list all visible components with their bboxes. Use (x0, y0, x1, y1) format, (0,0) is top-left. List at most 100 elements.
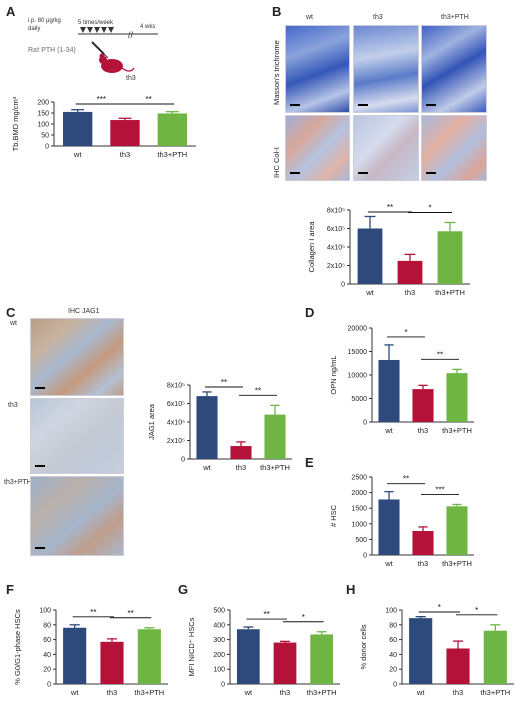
y-tick-label: 0 (363, 553, 367, 560)
y-tick-label: 80 (389, 622, 397, 629)
bar (412, 389, 434, 422)
y-tick-label: 10000 (348, 373, 368, 380)
bar (63, 627, 87, 684)
y-tick-label: 100 (385, 608, 397, 615)
significance-label: ** (387, 203, 393, 212)
y-tick-label: 20000 (348, 326, 368, 333)
y-tick-label: 500 (213, 608, 225, 615)
panel-letter-g: G (178, 582, 189, 597)
significance-label: *** (97, 95, 106, 104)
x-tick-label: th3 (453, 688, 463, 697)
y-tick-label: 0 (47, 682, 51, 689)
significance-label: ** (264, 610, 270, 619)
injection-arrows (80, 27, 114, 33)
y-tick-label: 0 (45, 144, 49, 151)
y-tick-label: 100 (37, 122, 49, 129)
timeline-break: // (128, 30, 134, 40)
panel-letter-c: C (6, 305, 16, 320)
significance-label: ** (403, 475, 409, 484)
bar (137, 629, 161, 684)
bar (483, 630, 507, 684)
micrograph-jag1-th3pth (30, 476, 124, 556)
y-axis-title: Collagen I area (307, 221, 316, 273)
bar (236, 629, 260, 684)
panel-letter-d: D (305, 305, 315, 320)
y-tick-label: 8x10⁵ (327, 208, 345, 215)
y-tick-label: 200 (213, 652, 225, 659)
y-axis-title: # HSC (329, 504, 338, 527)
x-tick-label: th3+PTH (260, 463, 290, 472)
significance-label: * (302, 613, 305, 622)
x-tick-label: th3+PTH (480, 688, 510, 697)
y-tick-label: 4x10⁵ (167, 420, 185, 427)
micrograph-jag1-wt (30, 318, 124, 396)
bar (62, 111, 93, 146)
x-tick-label: wt (365, 288, 374, 297)
x-tick-label: th3+PTH (442, 559, 472, 568)
panel-letter-b: B (272, 4, 282, 19)
bar (378, 499, 400, 555)
chart-g: 0 100 200 300 400 500 MFI NICD⁺ HSCs wt th3 th3+P… (187, 608, 340, 697)
y-axis-title: Tb.BMD mg/cm³ (11, 96, 20, 151)
bar (357, 228, 383, 284)
schematic-drug: Rat PTH (1-34) (28, 47, 76, 54)
chart-f: 0 20 40 60 80 100 % G0/G1-phase HSCs wt th3 th3+P… (13, 608, 168, 697)
y-tick-label: 20 (389, 667, 397, 674)
y-tick-label: 0 (181, 457, 185, 464)
x-tick-label: th3+PTH (134, 688, 164, 697)
schematic-duration: 4 wks (140, 24, 155, 30)
micro-row-c-th3: th3 (8, 402, 18, 409)
x-tick-label: wt (70, 688, 79, 697)
chart-c: 0 2x10⁵ 4x10⁵ 6x10⁵ 8x10⁵ JAG1 area wt th3 th3+P… (147, 378, 292, 472)
micrograph-col1-wt (285, 115, 350, 181)
micro-col-wt: wt (306, 14, 313, 21)
panel-letter-h: H (346, 582, 356, 597)
bar (273, 642, 297, 684)
micrograph-masson-th3pth (421, 25, 487, 113)
bar (446, 648, 470, 684)
y-tick-label: 100 (213, 667, 225, 674)
y-tick-label: 2x10⁵ (327, 263, 345, 270)
significance-label: * (438, 603, 441, 612)
schematic-frequency: 5 times/week (78, 20, 114, 26)
x-tick-label: th3 (120, 150, 130, 159)
y-tick-label: 200 (37, 100, 49, 107)
y-tick-label: 50 (41, 133, 49, 140)
y-tick-label: 60 (43, 637, 51, 644)
y-axis-title: % G0/G1-phase HSCs (13, 609, 22, 685)
bar (446, 373, 468, 422)
micrograph-jag1-th3 (30, 398, 124, 474)
significance-label: * (404, 328, 407, 337)
bar (409, 618, 433, 684)
y-tick-label: 20 (43, 667, 51, 674)
y-axis-title: MFI NICD⁺ HSCs (187, 617, 196, 676)
significance-label: *** (435, 485, 444, 494)
bar (110, 120, 140, 146)
y-tick-label: 0 (393, 682, 397, 689)
y-tick-label: 60 (389, 637, 397, 644)
y-tick-label: 0 (363, 420, 367, 427)
y-tick-label: 500 (355, 537, 367, 544)
x-tick-label: wt (384, 559, 393, 568)
bar (196, 396, 218, 459)
chart-h: 0 20 40 60 80 100 % donor cells wt th3 th3+PTH * * (359, 603, 514, 697)
x-tick-label: wt (244, 688, 253, 697)
syringe-icon (91, 41, 109, 59)
significance-label: ** (128, 609, 134, 618)
bar (437, 231, 463, 284)
y-tick-label: 8x10⁵ (167, 383, 185, 390)
significance-label: ** (146, 95, 152, 104)
bar (310, 634, 334, 684)
x-tick-label: wt (416, 688, 425, 697)
y-tick-label: 40 (43, 652, 51, 659)
chart-b: 0 2x10⁵ 4x10⁵ 6x10⁵ 8x10⁵ Collagen I area wt th… (307, 203, 470, 297)
x-tick-label: th3+PTH (442, 426, 472, 435)
y-tick-label: 5000 (351, 396, 367, 403)
x-tick-label: th3 (280, 688, 290, 697)
micrograph-col1-th3 (353, 115, 419, 181)
micrograph-masson-th3 (353, 25, 419, 113)
y-tick-label: 40 (389, 652, 397, 659)
x-tick-label: th3+PTH (307, 688, 337, 697)
